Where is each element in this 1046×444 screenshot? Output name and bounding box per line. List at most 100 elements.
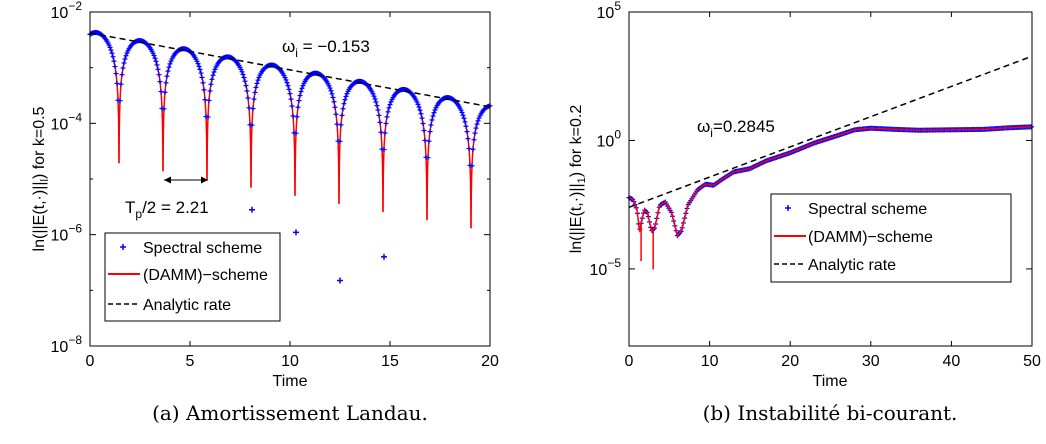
- a-spectral-point: [120, 65, 126, 71]
- a-period-arrow-head-right: [201, 176, 208, 184]
- b-axes-box: [628, 11, 1033, 347]
- a-spectral-point: [339, 112, 345, 118]
- a-spectral-outlier: [381, 253, 387, 260]
- a-xtick-label: 10: [281, 353, 299, 370]
- b-legend: Spectral scheme (DAMM)−scheme Analytic r…: [770, 193, 1012, 283]
- a-spectral-point: [372, 96, 378, 102]
- b-caption: (b) Instabilité bi-courant.: [703, 401, 958, 425]
- a-spectral-point: [254, 80, 260, 86]
- a-spectral-point: [107, 44, 113, 50]
- a-spectral-point: [164, 73, 170, 79]
- b-xtick-label: 10: [701, 353, 719, 370]
- a-spectral-point: [240, 71, 246, 77]
- a-spectral-point: [117, 98, 123, 104]
- a-spectral-point: [297, 93, 303, 99]
- a-spectral-point: [163, 80, 169, 86]
- a-spectral-point: [202, 97, 208, 103]
- a-spectral-point: [381, 147, 387, 153]
- a-spectral-point: [154, 62, 160, 68]
- a-spectral-point: [432, 107, 438, 113]
- a-spectral-point: [205, 114, 211, 120]
- a-spectral-point: [343, 93, 349, 99]
- a-spectral-point: [196, 63, 202, 69]
- a-spectral-point: [334, 121, 340, 127]
- a-spectral-point: [414, 99, 420, 105]
- a-spectral-point: [201, 87, 207, 93]
- a-xtick-label: 5: [186, 353, 195, 370]
- a-spectral-point: [288, 96, 294, 102]
- a-spectral-point: [289, 103, 295, 109]
- a-spectral-point: [419, 115, 425, 121]
- a-spectral-point: [111, 58, 117, 64]
- a-spectral-point: [197, 66, 203, 72]
- a-spectral-point: [299, 85, 305, 91]
- a-spectral-point: [244, 88, 250, 94]
- a-spectral-point: [460, 112, 466, 118]
- a-spectral-point: [239, 69, 245, 75]
- a-ytick-label: 10−2: [51, 0, 83, 22]
- a-spectral-point: [383, 120, 389, 126]
- b-legend-entry-analytic: Analytic rate: [808, 257, 896, 274]
- a-spectral-point: [156, 72, 162, 78]
- b-ticks: 0 10 20 30 40 50 10−5 100 105: [590, 0, 1041, 370]
- a-spectral-point: [377, 119, 383, 125]
- a-spectral-point: [167, 61, 173, 67]
- a-spectral-point: [165, 68, 171, 74]
- a-caption: (a) Amortissement Landau.: [152, 401, 428, 425]
- a-spectral-point: [255, 77, 261, 83]
- a-spectral-point: [114, 80, 120, 86]
- a-spectral-point: [428, 122, 434, 128]
- a-spectral-point: [199, 74, 205, 80]
- a-period-arrow: [164, 176, 208, 184]
- a-spectral-point: [252, 89, 258, 95]
- a-spectral-point: [384, 114, 390, 120]
- a-spectral-point: [209, 76, 215, 82]
- a-spectral-point: [210, 72, 216, 78]
- a-xtick-label: 20: [481, 353, 499, 370]
- a-spectral-point: [472, 130, 478, 136]
- a-spectral-point: [300, 83, 306, 89]
- a-spectral-point: [327, 85, 333, 91]
- a-spectral-point: [249, 122, 255, 128]
- a-spectral-point: [386, 105, 392, 111]
- a-spectral-point: [418, 111, 424, 117]
- b-xtick-label: 50: [1023, 353, 1041, 370]
- a-xtick-label: 15: [381, 353, 399, 370]
- b-legend-entry-spectral: Spectral scheme: [808, 201, 927, 218]
- a-spectral-point: [211, 69, 217, 75]
- b-xtick-label: 20: [781, 353, 799, 370]
- a-spectral-point: [427, 129, 433, 135]
- a-spectral-point: [466, 146, 472, 152]
- a-spectral-point: [241, 75, 247, 81]
- a-spectral-point: [284, 80, 290, 86]
- a-ytick-label: 10−6: [51, 222, 83, 245]
- a-ticks: 0 5 10 15 20 10−8 10−6 10−4 10−2: [51, 0, 499, 370]
- a-spectral-point: [331, 99, 337, 105]
- a-spectral-outlier: [337, 277, 343, 284]
- a-spectral-point: [430, 113, 436, 119]
- b-x-axis-label: Time: [813, 373, 848, 390]
- a-spectral-point: [333, 111, 339, 117]
- a-spectral-point: [121, 60, 127, 66]
- a-spectral-point: [426, 138, 432, 144]
- a-xtick-label: 0: [86, 353, 95, 370]
- b-legend-box: [770, 193, 1012, 283]
- a-x-axis-label: Time: [273, 373, 308, 390]
- a-spectral-point: [294, 114, 300, 120]
- b-xtick-label: 40: [943, 353, 961, 370]
- a-spectral-point: [206, 97, 212, 103]
- a-series-analytic: [89, 32, 491, 108]
- a-spectral-point: [245, 95, 251, 101]
- a-spectral-point: [330, 94, 336, 100]
- a-spectral-point: [388, 99, 394, 105]
- a-spectral-point: [332, 104, 338, 110]
- a-spectral-point: [370, 91, 376, 97]
- a-spectral-point: [113, 71, 119, 77]
- a-spectral-point: [371, 93, 377, 99]
- a-spectral-point: [373, 99, 379, 105]
- a-spectral-point: [425, 155, 431, 161]
- a-spectral-point: [378, 129, 384, 135]
- a-spectral-point: [422, 137, 428, 143]
- a-spectral-point: [473, 125, 479, 131]
- b-y-axis-label: ln(||E(t,·)||1) for k=0.2: [568, 105, 588, 254]
